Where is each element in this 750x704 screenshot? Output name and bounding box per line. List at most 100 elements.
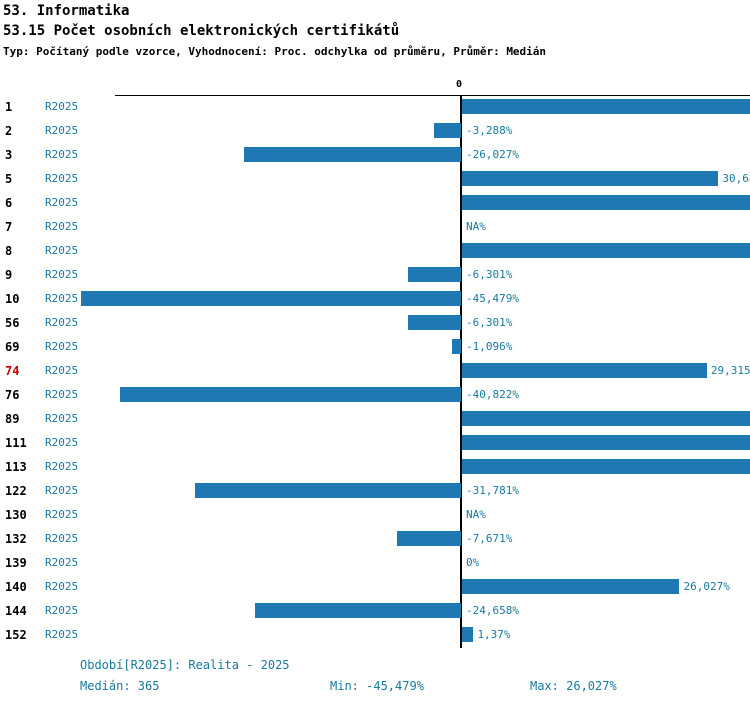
value-bar [396,531,461,546]
row-period-label: R2025 [45,292,79,305]
value-label: -7,671% [466,532,513,545]
chart-row: 132 R2025 -7,671% [0,527,750,551]
value-label: NA% [466,220,486,233]
value-label: 26,027% [683,580,730,593]
value-bar [462,171,719,186]
value-bar [254,603,461,618]
row-id: 1 [5,100,13,114]
value-bar [243,147,461,162]
row-id: 144 [5,604,27,618]
chart-row: 10 R2025 -45,479% [0,287,750,311]
footer-min-label: Min: -45,479% [330,679,424,693]
row-period-label: R2025 [45,220,79,233]
chart-row: 7 R2025 NA% [0,215,750,239]
row-id: 122 [5,484,27,498]
chart-row: 76 R2025 -40,822% [0,383,750,407]
value-bar [408,315,461,330]
row-period-label: R2025 [45,124,79,137]
value-label: -40,822% [466,388,519,401]
row-period-label: R2025 [45,148,79,161]
chart-row: 130 R2025 NA% [0,503,750,527]
value-label: 1,37% [477,628,511,641]
chart-row: 9 R2025 -6,301% [0,263,750,287]
zero-axis-line [460,95,462,648]
row-id: 9 [5,268,13,282]
value-label: 30,68 [722,172,750,185]
value-label: -1,096% [466,340,513,353]
chart-row: 111 R2025 [0,431,750,455]
row-id: 113 [5,460,27,474]
row-period-label: R2025 [45,268,79,281]
value-label: -6,301% [466,268,513,281]
row-id: 74 [5,364,20,378]
value-bar [462,435,750,450]
row-id: 140 [5,580,27,594]
value-label: -6,301% [466,316,513,329]
chart-subtitle: Typ: Počítaný podle vzorce, Vyhodnocení:… [3,45,547,58]
row-id: 3 [5,148,13,162]
chart-row: 140 R2025 26,027% [0,575,750,599]
value-bar [408,267,461,282]
row-id: 56 [5,316,20,330]
row-period-label: R2025 [45,412,79,425]
row-id: 69 [5,340,20,354]
chart-row: 8 R2025 [0,239,750,263]
row-id: 152 [5,628,27,642]
row-id: 8 [5,244,13,258]
footer-median-label: Medián: 365 [80,679,160,693]
row-id: 2 [5,124,13,138]
value-bar [451,339,461,354]
value-bar [462,579,680,594]
row-period-label: R2025 [45,388,79,401]
value-label: -45,479% [466,292,519,305]
deviation-bar-chart: 1 R2025 2 R2025 -3,288% 3 R2025 -26,027% 5 R2025 3… [0,95,750,648]
value-bar [81,291,461,306]
value-bar [462,195,750,210]
chart-rows: 1 R2025 2 R2025 -3,288% 3 R2025 -26,027% 5 R2025 3… [0,95,750,647]
value-bar [433,123,461,138]
row-period-label: R2025 [45,100,79,113]
row-id: 139 [5,556,27,570]
row-period-label: R2025 [45,508,79,521]
value-bar [462,411,750,426]
row-id: 10 [5,292,20,306]
row-id: 130 [5,508,27,522]
chart-row: 2 R2025 -3,288% [0,119,750,143]
value-label: 0% [466,556,480,569]
chart-row: 1 R2025 [0,95,750,119]
value-bar [462,459,750,474]
chart-row: 5 R2025 30,68 [0,167,750,191]
row-id: 7 [5,220,13,234]
row-period-label: R2025 [45,340,79,353]
chart-row: 56 R2025 -6,301% [0,311,750,335]
chart-row: 139 R2025 0% [0,551,750,575]
row-id: 89 [5,412,20,426]
row-period-label: R2025 [45,460,79,473]
value-bar [195,483,461,498]
value-bar [119,387,461,402]
row-period-label: R2025 [45,364,79,377]
row-period-label: R2025 [45,532,79,545]
row-period-label: R2025 [45,436,79,449]
chart-row: 89 R2025 [0,407,750,431]
chart-row: 69 R2025 -1,096% [0,335,750,359]
value-label: NA% [466,508,486,521]
row-period-label: R2025 [45,244,79,257]
row-period-label: R2025 [45,604,79,617]
row-period-label: R2025 [45,628,79,641]
chart-title: 53.15 Počet osobních elektronických cert… [3,23,400,39]
row-id: 5 [5,172,13,186]
value-bar [462,363,707,378]
footer-max-label: Max: 26,027% [530,679,617,693]
top-axis-line [115,95,750,96]
value-label: -31,781% [466,484,519,497]
row-period-label: R2025 [45,484,79,497]
chart-row: 3 R2025 -26,027% [0,143,750,167]
chart-row: 113 R2025 [0,455,750,479]
row-period-label: R2025 [45,556,79,569]
row-id: 76 [5,388,20,402]
row-period-label: R2025 [45,316,79,329]
chart-row: 152 R2025 1,37% [0,623,750,647]
row-period-label: R2025 [45,580,79,593]
